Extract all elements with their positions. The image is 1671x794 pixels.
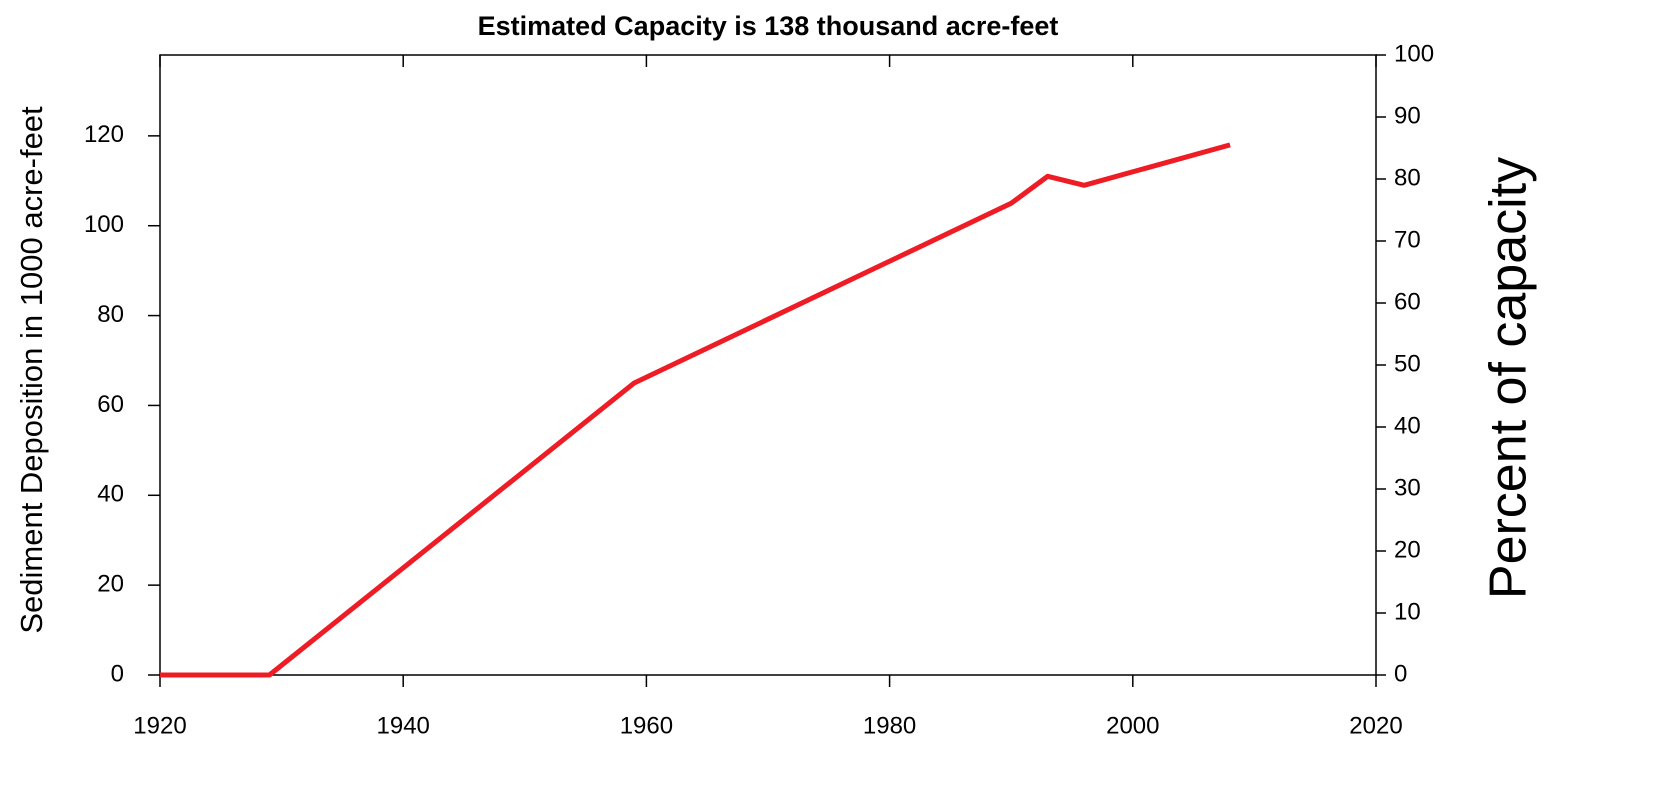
- y2-tick-label: 70: [1394, 226, 1421, 253]
- y-tick-label: 40: [97, 481, 124, 508]
- y2-tick-label: 20: [1394, 536, 1421, 563]
- y2-tick-label: 60: [1394, 288, 1421, 315]
- y2-tick-label: 100: [1394, 40, 1434, 67]
- y-tick-label: 0: [111, 660, 124, 687]
- y2-tick-label: 50: [1394, 350, 1421, 377]
- y2-tick-label: 10: [1394, 598, 1421, 625]
- y2-axis-label: Percent of capacity: [1480, 157, 1538, 599]
- data-line: [160, 142, 1231, 678]
- y2-tick-label: 90: [1394, 102, 1421, 129]
- y2-tick-label: 40: [1394, 412, 1421, 439]
- y2-tick-label: 0: [1394, 660, 1407, 687]
- chart-title: Estimated Capacity is 138 thousand acre-…: [478, 11, 1059, 41]
- x-tick-label: 1940: [377, 712, 430, 739]
- y2-tick-label: 80: [1394, 164, 1421, 191]
- y-axis-label: Sediment Deposition in 1000 acre-feet: [14, 106, 49, 634]
- x-tick-label: 1960: [620, 712, 673, 739]
- y2-tick-label: 30: [1394, 474, 1421, 501]
- y-tick-label: 80: [97, 301, 124, 328]
- x-tick-label: 1920: [133, 712, 186, 739]
- y-tick-label: 20: [97, 570, 124, 597]
- y-tick-label: 60: [97, 391, 124, 418]
- x-tick-label: 2020: [1349, 712, 1402, 739]
- y-tick-label: 100: [84, 211, 124, 238]
- plot-frame: [159, 54, 1377, 676]
- y-tick-label: 120: [84, 121, 124, 148]
- x-tick-label: 2000: [1106, 712, 1159, 739]
- x-tick-label: 1980: [863, 712, 916, 739]
